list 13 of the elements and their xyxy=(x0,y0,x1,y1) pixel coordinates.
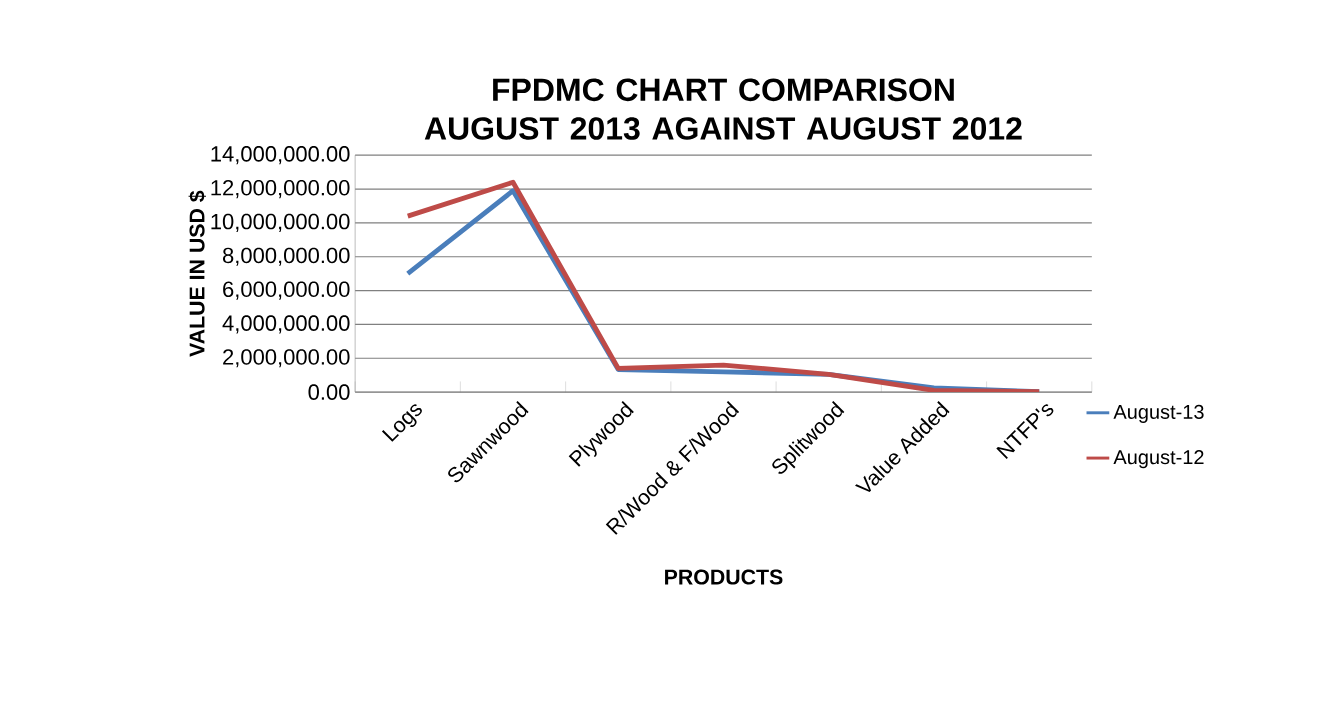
y-tick-label: 2,000,000.00 xyxy=(223,349,350,368)
x-axis-title: PRODUCTS xyxy=(665,569,783,585)
y-tick-label: 14,000,000.00 xyxy=(211,146,350,165)
legend-label: August-12 xyxy=(1113,449,1204,469)
chart-title: FPDMC CHART COMPARISON AUGUST 2013 AGAINST AUGUST 2012 xyxy=(424,78,1022,140)
y-tick-label: 6,000,000.00 xyxy=(223,281,350,300)
y-tick-label: 4,000,000.00 xyxy=(222,315,350,334)
y-tick-label: 8,000,000.00 xyxy=(222,247,350,266)
y-tick-label: 10,000,000.00 xyxy=(211,213,350,232)
y-tick-label: 0.00 xyxy=(308,384,350,400)
y-tick-label: 12,000,000.00 xyxy=(211,179,350,199)
y-axis-title: VALUE IN USD $ xyxy=(188,190,206,357)
legend-label: August-13 xyxy=(1113,404,1204,423)
